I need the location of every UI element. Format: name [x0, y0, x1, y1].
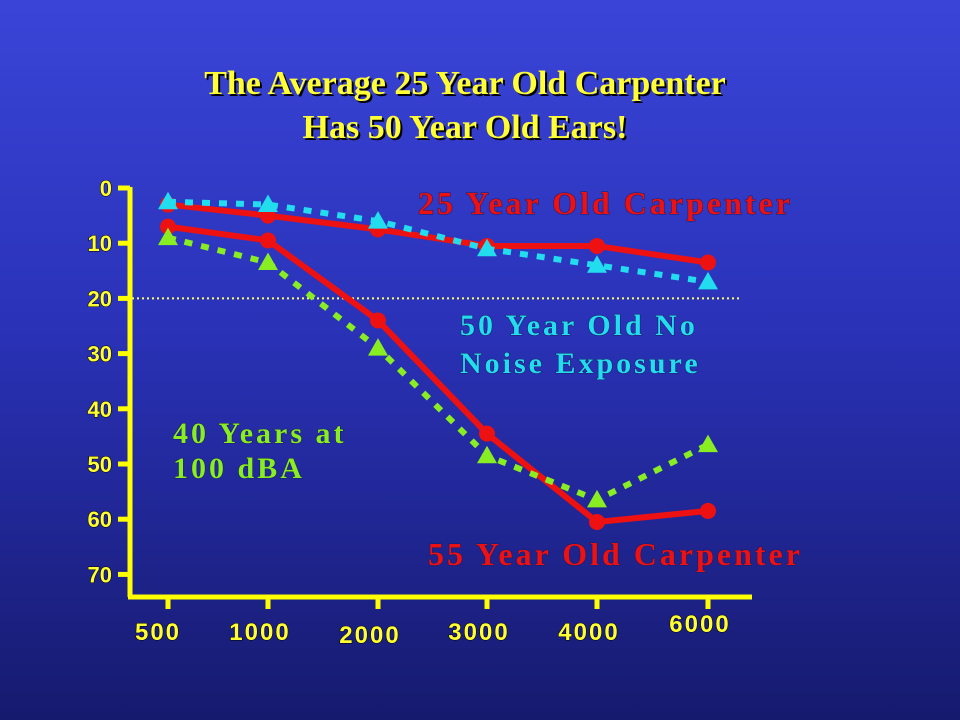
y-tick-label: 70: [88, 562, 112, 587]
series-label-2-line-0: 40 Years at: [173, 417, 347, 450]
y-tick-label: 40: [88, 397, 112, 422]
series-point-1: [368, 211, 388, 229]
series-point-1: [587, 255, 607, 273]
series-point-3: [587, 489, 607, 508]
series-line-0: [167, 201, 709, 266]
series-point-3: [158, 227, 178, 246]
series-point-2: [700, 502, 716, 519]
series-point-1: [477, 238, 497, 257]
series-point-2: [260, 232, 276, 249]
series-point-3: [258, 252, 278, 271]
x-tick-label: 3000: [448, 619, 509, 646]
x-tick-label: 6000: [669, 611, 730, 638]
x-tick-label: 500: [135, 619, 181, 646]
series-point-0: [589, 237, 605, 254]
series-point-2: [479, 425, 495, 442]
series-point-2: [370, 312, 386, 329]
chart-title: The Average 25 Year Old Carpenter Has 50…: [0, 62, 930, 150]
series-point-0: [700, 254, 716, 271]
series-point-2: [160, 218, 176, 235]
y-tick-label: 30: [88, 342, 112, 367]
series-label-3-line-0: 55 Year Old Carpenter: [428, 536, 803, 572]
series-point-1: [698, 271, 718, 290]
y-tick-label: 0: [100, 176, 112, 201]
title-line-1: The Average 25 Year Old Carpenter: [204, 65, 726, 102]
series-label-1-line-0: 50 Year Old No: [460, 309, 698, 342]
y-tick-label: 10: [88, 231, 112, 256]
x-tick-label: 4000: [558, 619, 619, 646]
series-line-2: [167, 223, 709, 525]
y-tick-label: 50: [88, 452, 112, 477]
series-label-2-line-1: 100 dBA: [173, 452, 305, 485]
title-line-2: Has 50 Year Old Ears!: [302, 109, 628, 146]
series-point-3: [477, 445, 497, 464]
series-label-1-line-1: Noise Exposure: [460, 347, 701, 380]
series-line-3: [167, 234, 710, 503]
y-tick-label: 60: [88, 507, 112, 532]
series-point-1: [258, 194, 278, 213]
series-point-3: [368, 338, 388, 356]
series-point-3: [698, 434, 718, 453]
x-tick-label: 2000: [339, 622, 400, 649]
y-tick-label: 20: [88, 286, 112, 311]
series-point-1: [158, 191, 178, 210]
series-point-2: [589, 513, 605, 530]
x-tick-label: 1000: [229, 619, 290, 646]
series-label-0-line-0: 25 Year Old Carpenter: [418, 185, 793, 221]
